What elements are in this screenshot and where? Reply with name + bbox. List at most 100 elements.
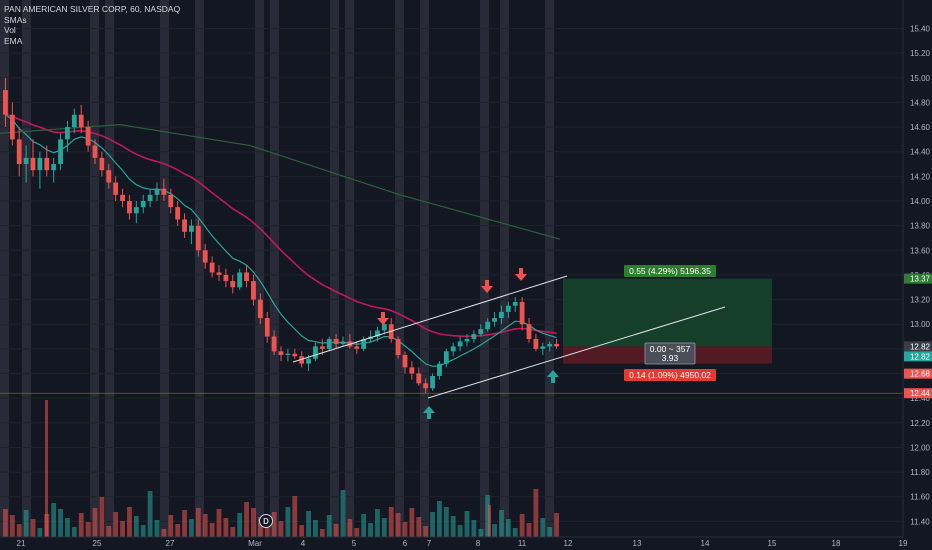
candle-body [140,200,146,208]
volume-bar [113,512,119,537]
center-label-line1: 0.00 ~ 357 [650,344,691,354]
down-arrow-icon [377,312,389,325]
volume-bar [306,511,311,537]
volume-bar [505,519,511,537]
candle-body [299,356,305,364]
volume-bar [485,495,491,537]
volume-bar [140,525,146,537]
volume-bar [340,490,346,537]
y-tick-label: 15.00 [910,74,931,83]
volume-bar [526,523,532,537]
volume-bar [457,525,463,537]
center-label-line2: 3.93 [662,353,679,363]
y-tick-label: 15.40 [910,24,931,33]
x-tick-label: 12 [564,539,573,548]
indicator-ema[interactable]: EMA [4,35,23,46]
candle-body [44,157,50,171]
x-tick-label: 4 [301,539,306,548]
candle-body [375,330,380,337]
volume-bar [443,507,449,537]
candle-body [71,114,77,128]
volume-bar [133,516,139,537]
dividend-circle [259,514,273,528]
x-tick-label: 27 [166,539,175,548]
candle-body [443,351,449,364]
volume-bar [244,502,249,537]
x-tick-label: 15 [768,539,777,548]
candle-body [485,321,491,330]
x-tick-label: 19 [899,539,908,548]
x-tick-label: 5 [352,539,357,548]
target-label: 0.55 (4.29%) 5196.35 [624,265,716,277]
session-band [0,0,9,537]
candle-body [430,375,435,389]
candle-body [519,302,525,325]
price-axis-tag: 12.68 [904,368,932,379]
y-tick-label: 14.00 [910,197,931,206]
volume-bar [430,512,435,537]
candle-body [437,363,442,376]
candle-body [471,334,477,340]
volume-bar [388,507,394,537]
down-arrow-icon-shaft [519,268,523,274]
candle-body [251,281,256,300]
candle-body [154,188,160,195]
price-axis-tag-text: 12.68 [910,370,931,379]
volume-bar [71,527,77,537]
indicator-vol[interactable]: Vol [4,25,16,35]
session-band [105,0,114,537]
y-tick-label: 14.60 [910,123,931,132]
candle-body [354,346,360,349]
volume-bar [168,515,174,537]
volume-bar [92,508,98,537]
candle-body [23,157,29,165]
volume-bar [409,508,415,537]
volume-bar [326,515,332,537]
candle-body [478,329,484,335]
candle-body [113,182,119,195]
candle-body [554,343,559,347]
candle-body [230,281,236,288]
candle-body [168,194,174,208]
candle-body [264,318,270,337]
candle-body [161,188,167,195]
volume-bar [182,510,187,537]
y-tick-label: 11.80 [910,468,930,477]
candle-body [209,262,215,273]
session-band [160,0,169,537]
y-tick-label: 11.40 [910,517,930,526]
up-arrow-icon-head [423,406,435,413]
candle-body [195,225,201,251]
y-tick-label: 15.20 [910,49,931,58]
candle-body [175,207,181,220]
volume-bar [464,511,470,537]
channel-lower-line [427,306,726,399]
down-arrow-icon-head [377,318,389,325]
session-band [330,0,339,537]
volume-bar [9,515,15,537]
candle-body [416,373,422,384]
down-arrow-icon [481,280,493,293]
y-tick-label: 14.20 [910,172,931,181]
session-band [480,0,489,537]
session-band [90,0,99,537]
volume-bar [299,525,305,537]
x-tick-label: 8 [476,539,481,548]
volume-bar [175,524,181,537]
candle-body [78,114,84,128]
volume-bar [319,529,325,537]
volume-bar [257,517,263,537]
candle-body [37,157,43,171]
volume-bar [202,514,208,537]
indicator-smas[interactable]: SMAs [4,14,27,25]
volume-bar [519,514,525,537]
volume-bar [237,513,243,537]
candle-body [147,194,153,201]
volume-bar [99,497,105,537]
y-tick-label: 11.60 [910,493,930,502]
price-axis-tag: 12.44 [904,388,932,399]
down-arrow-icon-shaft [485,280,489,286]
volume-bar [512,528,518,537]
price-axis-tag-text: 12.82 [910,342,931,351]
